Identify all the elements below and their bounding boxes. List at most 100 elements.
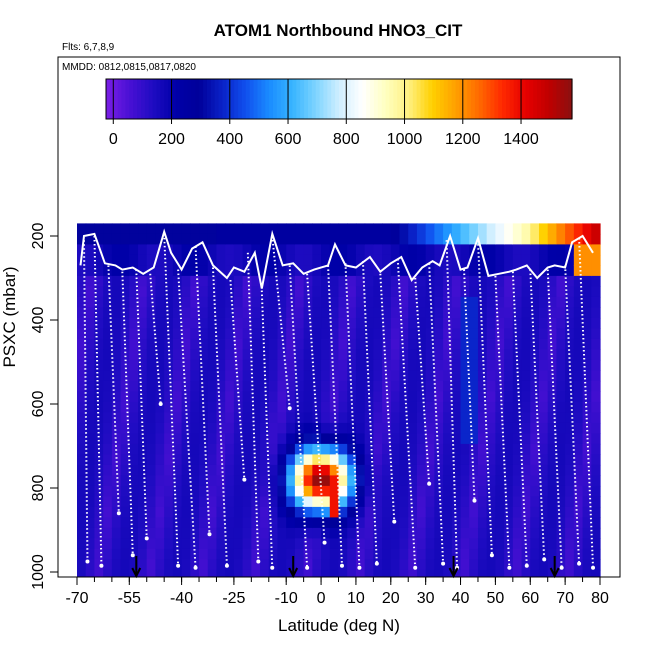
heatmap-cell — [547, 275, 558, 287]
heatmap-cell — [294, 349, 305, 361]
heatmap-cell — [190, 433, 200, 445]
colorbar-swatch — [109, 79, 115, 119]
heatmap-cell — [530, 422, 540, 434]
colorbar-swatch — [424, 79, 429, 119]
heatmap-cell — [538, 496, 549, 508]
heatmap-cell — [277, 370, 287, 382]
heatmap-cell — [364, 307, 374, 319]
heatmap-cell — [199, 244, 209, 256]
colorbar-swatch — [106, 79, 111, 119]
colorbar-swatch — [137, 79, 142, 119]
heatmap-cell — [321, 517, 331, 529]
heatmap-cell — [277, 380, 287, 392]
heatmap-cell — [181, 307, 191, 319]
heatmap-cell — [495, 307, 505, 319]
heatmap-cell — [565, 296, 575, 308]
heatmap-cell — [260, 244, 270, 256]
heatmap-cell — [181, 244, 191, 256]
heatmap-cell — [146, 454, 157, 466]
heatmap-cell — [521, 496, 531, 508]
heatmap-cell — [477, 370, 488, 382]
heatmap-cell — [329, 496, 340, 508]
heatmap-cell — [355, 506, 366, 518]
heatmap-cell — [530, 538, 540, 550]
heatmap-cell — [591, 244, 601, 256]
heatmap-cell — [416, 496, 427, 508]
heatmap-cell — [565, 265, 575, 277]
heatmap-cell — [233, 317, 244, 329]
y-tick-label: 1000 — [30, 554, 47, 590]
heatmap-cell — [408, 401, 418, 413]
heatmap-cell — [443, 422, 453, 434]
heatmap-cell — [103, 517, 113, 529]
heatmap-cell — [504, 496, 514, 508]
heatmap-cell — [242, 391, 252, 403]
heatmap-cell — [416, 307, 427, 319]
colorbar-swatch — [436, 79, 441, 119]
heatmap-cell — [111, 496, 122, 508]
x-axis-label: Latitude (deg N) — [278, 616, 400, 635]
heatmap-cell — [146, 254, 157, 266]
heatmap-cell — [94, 328, 104, 340]
heatmap-cell — [347, 433, 357, 445]
heatmap-cell — [321, 370, 331, 382]
heatmap-cell — [303, 548, 313, 560]
heatmap-cell — [538, 254, 549, 266]
heatmap-cell — [155, 338, 165, 350]
heatmap-cell — [347, 380, 357, 392]
heatmap-cell — [582, 443, 592, 455]
heatmap-cell — [138, 548, 148, 560]
heatmap-cell — [477, 349, 488, 361]
heatmap-cell — [77, 569, 87, 577]
profile-end-point — [507, 565, 512, 570]
heatmap-cell — [556, 275, 566, 287]
heatmap-cell — [138, 559, 148, 571]
heatmap-cell — [355, 307, 366, 319]
heatmap-cell — [260, 401, 270, 413]
heatmap-cell — [538, 296, 549, 308]
colorbar-tick-label: 1200 — [445, 131, 481, 148]
heatmap-cell — [495, 517, 505, 529]
heatmap-cell — [199, 380, 209, 392]
heatmap-cell — [94, 307, 104, 319]
heatmap-cell — [364, 233, 374, 245]
heatmap-cell — [138, 223, 148, 235]
heatmap-cell — [216, 296, 226, 308]
heatmap-cell — [77, 349, 87, 361]
heatmap-cell — [477, 307, 488, 319]
heatmap-cell — [233, 338, 244, 350]
heatmap-cell — [416, 254, 427, 266]
heatmap-cell — [303, 233, 313, 245]
heatmap-cell — [277, 317, 287, 329]
heatmap-cell — [172, 412, 183, 424]
heatmap-cell — [399, 569, 409, 577]
heatmap-cell — [382, 275, 392, 287]
heatmap-cell — [77, 233, 87, 245]
heatmap-cell — [146, 496, 157, 508]
profile-end-point — [559, 565, 564, 570]
heatmap-cell — [294, 296, 305, 308]
heatmap-cell — [486, 317, 496, 329]
heatmap-cell — [373, 412, 383, 424]
heatmap-cell — [268, 517, 279, 529]
heatmap-cell — [434, 559, 444, 571]
heatmap-cell — [416, 244, 427, 256]
heatmap-cell — [451, 496, 462, 508]
heatmap-cell — [321, 548, 331, 560]
heatmap-cell — [530, 454, 540, 466]
heatmap-cell — [512, 422, 523, 434]
colorbar-swatch — [459, 79, 464, 119]
heatmap-cell — [303, 391, 313, 403]
heatmap-cell — [443, 349, 453, 361]
heatmap-cell — [94, 370, 104, 382]
heatmap-cell — [582, 548, 592, 560]
heatmap-cell — [138, 338, 148, 350]
heatmap-cell — [582, 380, 592, 392]
heatmap-cell — [451, 443, 462, 455]
heatmap-cell — [181, 548, 191, 560]
heatmap-cell — [77, 443, 87, 455]
heatmap-cell — [538, 286, 549, 298]
heatmap-cell — [408, 548, 418, 560]
heatmap-cell — [338, 349, 348, 361]
heatmap-cell — [207, 569, 218, 577]
